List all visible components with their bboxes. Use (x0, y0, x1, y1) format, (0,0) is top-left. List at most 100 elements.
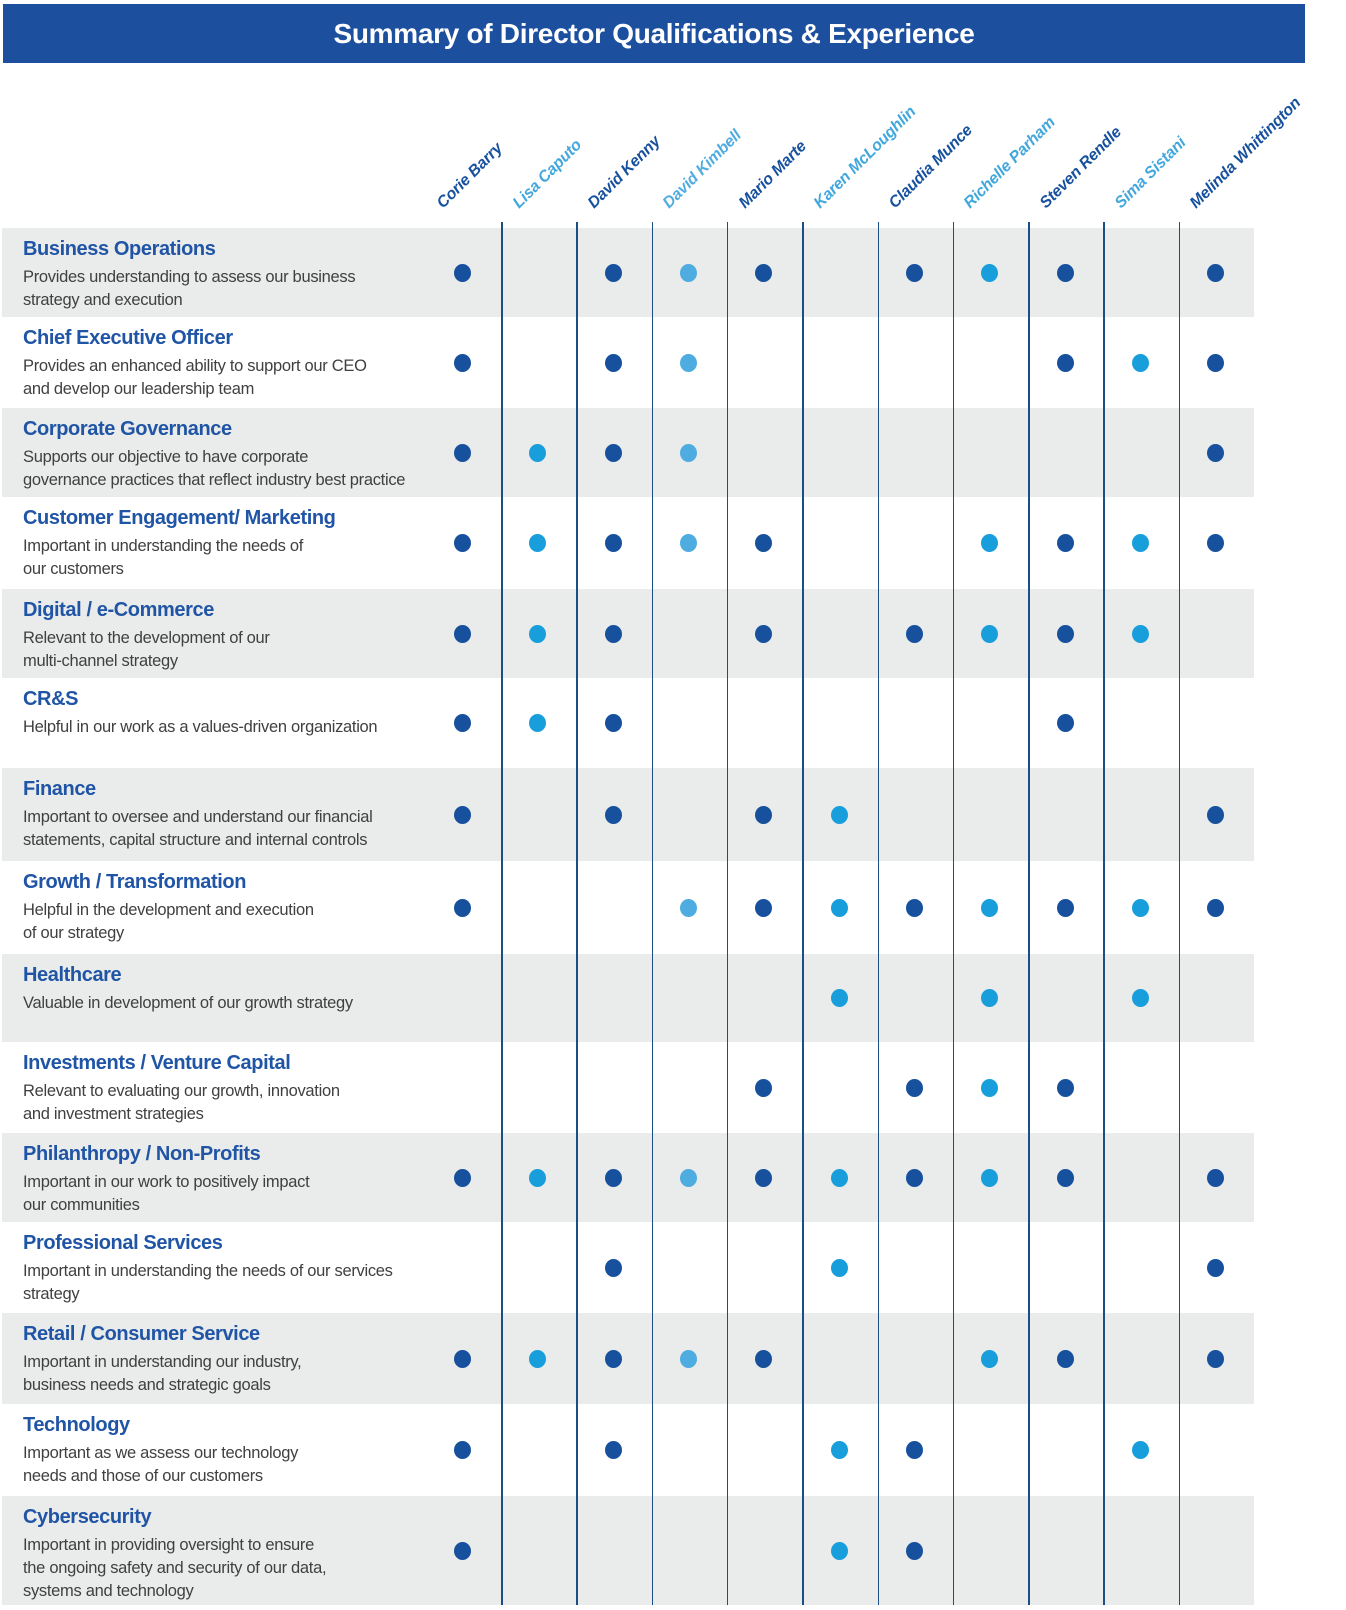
qualification-cell (952, 1404, 1027, 1496)
qualification-dot (454, 443, 472, 462)
qualification-dot (755, 1168, 773, 1187)
qualification-cell (801, 1222, 876, 1313)
qualification-dot (454, 1168, 472, 1187)
qualification-label: Investments / Venture Capital Relevant to… (2, 1042, 425, 1133)
qualification-dot (1207, 263, 1225, 282)
qualification-cell (801, 589, 876, 678)
qualification-dot (604, 805, 622, 824)
qualification-cell (726, 1313, 801, 1404)
qualification-cell (1027, 954, 1102, 1042)
qualification-cell (1103, 1313, 1178, 1404)
qualification-dot (604, 624, 622, 643)
qualification-cell (801, 228, 876, 317)
qualification-cell (576, 768, 651, 861)
qualification-description: Provides understanding to assess our bus… (23, 268, 356, 309)
qualification-description: Supports our objective to have corporate… (23, 448, 406, 489)
qualification-cell (952, 954, 1027, 1042)
qualification-cell (1027, 1133, 1102, 1222)
qualification-cell (726, 678, 801, 768)
qualification-description: Relevant to evaluating our growth, innov… (23, 1082, 340, 1123)
qualification-description: Provides an enhanced ability to support … (23, 357, 367, 398)
qualification-dot (604, 534, 622, 552)
qualification-cell (425, 1496, 500, 1605)
qualification-dot (905, 1078, 923, 1097)
qualification-title: Technology (23, 1414, 130, 1436)
qualification-dot (1056, 263, 1074, 282)
qualification-cell (651, 589, 726, 678)
dot-cells (425, 1404, 1254, 1496)
qualification-cell (877, 317, 952, 408)
qualification-cell (1103, 861, 1178, 954)
qualification-dot (1131, 898, 1149, 917)
qualification-cell (576, 228, 651, 317)
qualification-dot (604, 1168, 622, 1187)
qualification-description: Relevant to the development of our multi… (23, 629, 270, 670)
qualification-cell (877, 497, 952, 589)
qualification-cell (500, 861, 575, 954)
qualification-dot (755, 534, 773, 552)
qualification-cell (500, 589, 575, 678)
qualification-cell (1103, 408, 1178, 497)
qualification-cell (500, 768, 575, 861)
qualification-cell (1178, 1313, 1253, 1404)
qualification-cell (576, 954, 651, 1042)
qualifications-table: Business Operations Provides understandin… (2, 228, 1254, 1605)
grid-line (726, 222, 729, 1605)
qualification-cell (801, 497, 876, 589)
qualification-description: Important in understanding our industry,… (23, 1353, 302, 1394)
qualification-cell (726, 1404, 801, 1496)
qualification-dot (1131, 989, 1149, 1007)
qualification-cell (726, 768, 801, 861)
qualification-cell (877, 678, 952, 768)
qualification-cell (1103, 954, 1178, 1042)
qualification-cell (1027, 861, 1102, 954)
qualification-label: Growth / Transformation Helpful in the de… (2, 861, 425, 954)
qualification-dot (1131, 534, 1149, 552)
dot-cells (425, 1313, 1254, 1404)
qualification-dot (604, 263, 622, 282)
qualification-dot (1056, 898, 1074, 917)
qualification-cell (1103, 1496, 1178, 1605)
qualification-description: Important as we assess our technology ne… (23, 1444, 299, 1485)
qualification-label: CR&S Helpful in our work as a values-driv… (2, 678, 425, 768)
qualification-cell (1027, 1313, 1102, 1404)
qualification-dot (529, 1349, 547, 1368)
qualification-cell (576, 861, 651, 954)
qualification-label: Professional Services Important in unders… (2, 1222, 425, 1313)
qualification-cell (801, 768, 876, 861)
qualification-cell (651, 768, 726, 861)
qualification-cell (1103, 1133, 1178, 1222)
qualification-dot (830, 1258, 848, 1277)
qualification-row: Technology Important as we assess our tec… (2, 1404, 1254, 1496)
dot-cells (425, 1496, 1254, 1605)
qualification-cell (877, 1404, 952, 1496)
qualification-dot (604, 443, 622, 462)
qualification-cell (1027, 1042, 1102, 1133)
qualification-cell (1027, 408, 1102, 497)
qualification-cell (1103, 1042, 1178, 1133)
qualification-description: Important in providing oversight to ensu… (23, 1536, 327, 1600)
qualification-dot (1056, 1168, 1074, 1187)
qualification-cell (1027, 768, 1102, 861)
qualification-cell (877, 1042, 952, 1133)
qualification-cell (576, 678, 651, 768)
qualification-cell (500, 1133, 575, 1222)
qualification-dot (1056, 1349, 1074, 1368)
qualification-cell (952, 408, 1027, 497)
qualification-cell (1027, 317, 1102, 408)
qualification-cell (726, 408, 801, 497)
qualification-row: Professional Services Important in unders… (2, 1222, 1254, 1313)
qualification-dot (981, 989, 999, 1007)
qualification-cell (425, 768, 500, 861)
qualification-cell (651, 1404, 726, 1496)
qualification-label: Chief Executive Officer Provides an enhan… (2, 317, 425, 408)
qualification-cell (1178, 1133, 1253, 1222)
director-name: Corie Barry (434, 139, 507, 212)
qualification-dot (1131, 353, 1149, 372)
qualification-cell (1178, 768, 1253, 861)
director-name: Mario Marte (735, 137, 810, 212)
dot-cells (425, 317, 1254, 408)
qualification-dot (1207, 1349, 1225, 1368)
qualification-dot (981, 898, 999, 917)
grid-line (952, 222, 955, 1605)
